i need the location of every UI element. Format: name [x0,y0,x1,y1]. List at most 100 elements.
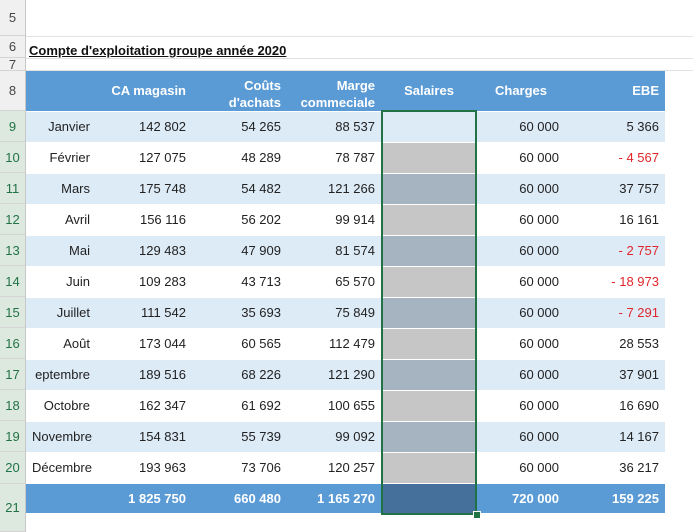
cell-charges[interactable]: 60 000 [477,297,565,329]
cell-ca[interactable]: 162 347 [96,390,192,422]
total-cell-month[interactable] [26,483,96,514]
cell-salaires[interactable] [381,142,477,174]
cell-month[interactable]: Juillet [26,297,96,329]
row-number[interactable]: 9 [0,111,25,142]
cell-charges[interactable]: 60 000 [477,452,565,484]
cell-ca[interactable]: 129 483 [96,235,192,267]
cell-couts[interactable]: 43 713 [192,266,287,298]
cell-month[interactable]: Novembre [26,421,96,453]
row-number[interactable]: 7 [0,57,25,72]
cell-ca[interactable]: 127 075 [96,142,192,174]
cell-salaires[interactable] [381,328,477,360]
cell-marge[interactable]: 100 655 [287,390,381,422]
cell-month[interactable]: eptembre [26,359,96,391]
cell-month[interactable]: Août [26,328,96,360]
row-number[interactable]: 16 [0,328,25,359]
row-number[interactable]: 15 [0,297,25,328]
row-number[interactable]: 17 [0,359,25,390]
cell-marge[interactable]: 121 290 [287,359,381,391]
header-ca-magasin[interactable]: CA magasin [96,71,192,112]
cell-month[interactable]: Décembre [26,452,96,484]
cell-marge[interactable]: 112 479 [287,328,381,360]
cell-charges[interactable]: 60 000 [477,111,565,143]
sheet-title[interactable]: Compte d'exploitation groupe année 2020 [29,43,287,58]
cell-salaires[interactable] [381,297,477,329]
cell-marge[interactable]: 99 914 [287,204,381,236]
cell-couts[interactable]: 48 289 [192,142,287,174]
cell-charges[interactable]: 60 000 [477,390,565,422]
total-cell-charges[interactable]: 720 000 [477,483,565,514]
cell-ebe[interactable]: - 2 757 [565,235,665,267]
cell-couts[interactable]: 68 226 [192,359,287,391]
cell-month[interactable]: Avril [26,204,96,236]
cell-ca[interactable]: 173 044 [96,328,192,360]
cell-ca[interactable]: 142 802 [96,111,192,143]
cell-salaires[interactable] [381,390,477,422]
total-cell-ebe[interactable]: 159 225 [565,483,665,514]
cell-marge[interactable]: 88 537 [287,111,381,143]
row-number[interactable]: 21 [0,484,25,532]
row-number[interactable]: 11 [0,173,25,204]
cell-couts[interactable]: 54 265 [192,111,287,143]
cell-month[interactable]: Juin [26,266,96,298]
cell-ca[interactable]: 193 963 [96,452,192,484]
cell-salaires[interactable] [381,204,477,236]
cell-salaires[interactable] [381,452,477,484]
cell-couts[interactable]: 35 693 [192,297,287,329]
row-number[interactable]: 5 [0,0,25,36]
cell-month[interactable]: Octobre [26,390,96,422]
row-number[interactable]: 19 [0,421,25,452]
cell-month[interactable]: Février [26,142,96,174]
cell-charges[interactable]: 60 000 [477,204,565,236]
header-salaires[interactable]: Salaires [381,71,477,112]
cell-charges[interactable]: 60 000 [477,328,565,360]
header-couts-achats[interactable]: Coûts d'achats [192,71,287,112]
cell-ca[interactable]: 156 116 [96,204,192,236]
cell-ebe[interactable]: 16 690 [565,390,665,422]
cell-salaires[interactable] [381,235,477,267]
cell-ebe[interactable]: 37 757 [565,173,665,205]
cell-charges[interactable]: 60 000 [477,421,565,453]
cell-ebe[interactable]: 37 901 [565,359,665,391]
total-cell-couts[interactable]: 660 480 [192,483,287,514]
total-cell-marge[interactable]: 1 165 270 [287,483,381,514]
cell-marge[interactable]: 120 257 [287,452,381,484]
cell-marge[interactable]: 99 092 [287,421,381,453]
row-number[interactable]: 8 [0,71,25,111]
row-number[interactable]: 20 [0,452,25,484]
total-cell-salaires[interactable] [381,483,477,514]
fill-handle[interactable] [473,511,481,519]
cell-couts[interactable]: 56 202 [192,204,287,236]
header-charges[interactable]: Charges [477,71,565,112]
cell-salaires[interactable] [381,266,477,298]
cell-marge[interactable]: 121 266 [287,173,381,205]
cell-salaires[interactable] [381,173,477,205]
cell-ebe[interactable]: - 7 291 [565,297,665,329]
cell-salaires[interactable] [381,359,477,391]
cell-charges[interactable]: 60 000 [477,359,565,391]
cell-ebe[interactable]: 36 217 [565,452,665,484]
cell-ca[interactable]: 109 283 [96,266,192,298]
cell-ebe[interactable]: 16 161 [565,204,665,236]
cell-charges[interactable]: 60 000 [477,173,565,205]
cell-ca[interactable]: 189 516 [96,359,192,391]
cell-month[interactable]: Janvier [26,111,96,143]
header-ebe[interactable]: EBE [565,71,665,112]
cell-ebe[interactable]: - 4 567 [565,142,665,174]
cell-couts[interactable]: 55 739 [192,421,287,453]
cell-charges[interactable]: 60 000 [477,266,565,298]
total-cell-ca[interactable]: 1 825 750 [96,483,192,514]
cell-ca[interactable]: 154 831 [96,421,192,453]
row-number[interactable]: 10 [0,142,25,173]
header-month[interactable] [26,71,96,112]
cell-marge[interactable]: 81 574 [287,235,381,267]
cell-charges[interactable]: 60 000 [477,235,565,267]
row-number[interactable]: 13 [0,235,25,266]
cell-marge[interactable]: 65 570 [287,266,381,298]
cell-month[interactable]: Mai [26,235,96,267]
row-number[interactable]: 6 [0,36,25,58]
cell-ebe[interactable]: 14 167 [565,421,665,453]
cell-couts[interactable]: 60 565 [192,328,287,360]
cell-month[interactable]: Mars [26,173,96,205]
cell-couts[interactable]: 73 706 [192,452,287,484]
